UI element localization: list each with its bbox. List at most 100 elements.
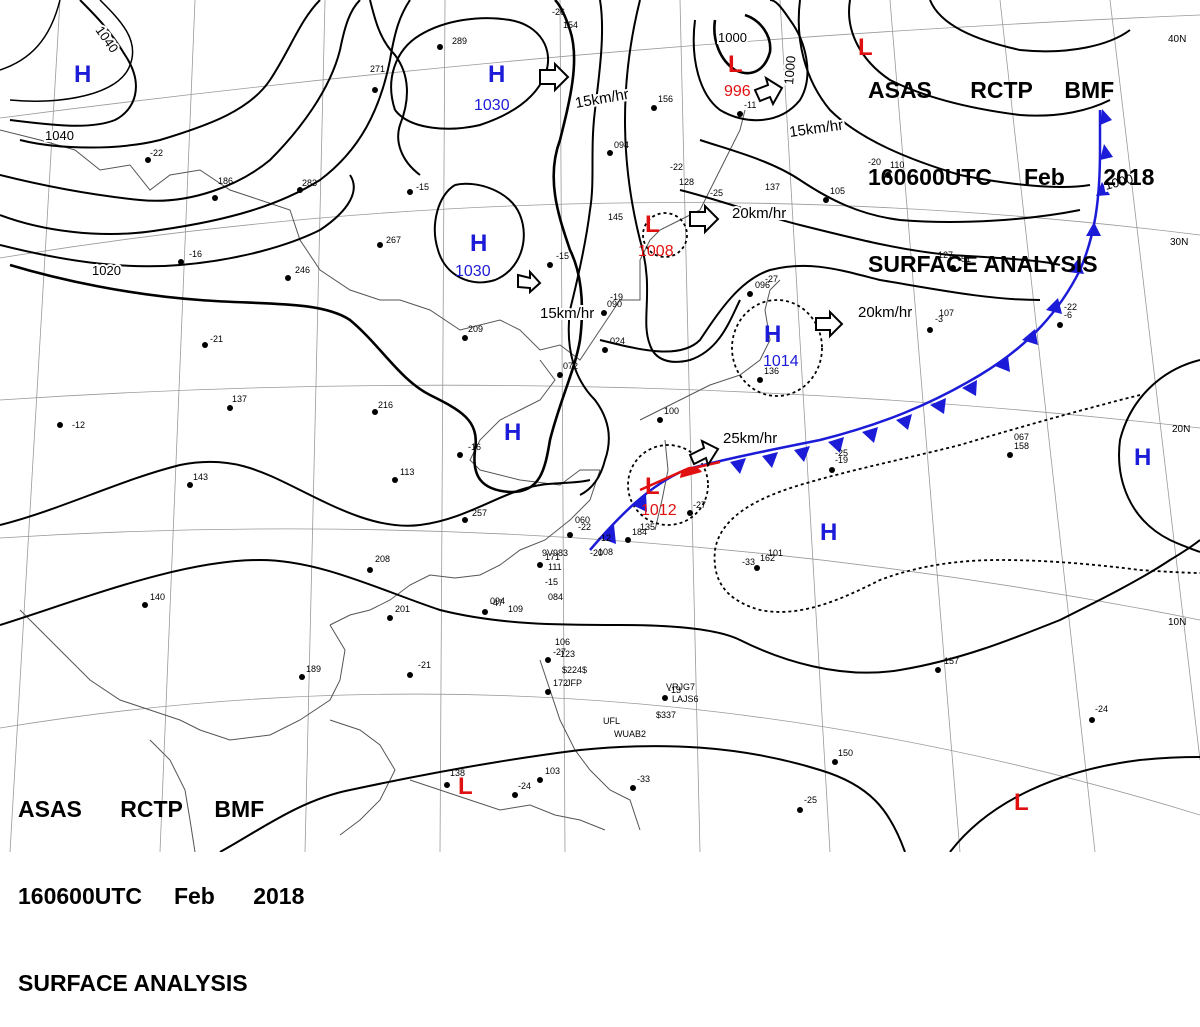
station-label: 084 (548, 592, 563, 602)
station-label: 135 (640, 522, 655, 532)
station-label: 100 (664, 406, 679, 416)
longitude-gridlines (9, 0, 1200, 852)
station-label: -22 (1064, 302, 1077, 312)
low-pressure-marker: L (645, 473, 660, 500)
station-label: -20 (868, 157, 881, 167)
station-label: $224$ (562, 665, 587, 675)
station-label: LAJS6 (672, 694, 699, 704)
chart-footer: ASAS RCTP BMF 160600UTC Feb 2018 SURFACE… (18, 737, 304, 1027)
station-label: WUAB2 (614, 729, 646, 739)
station-label: 171 (545, 552, 560, 562)
header-line-3: SURFACE ANALYSIS (868, 251, 1098, 277)
station-label: 101 (768, 548, 783, 558)
station-label: 106 (555, 637, 570, 647)
footer-line-2: 160600UTC Feb 2018 (18, 883, 305, 909)
station-label: -24 (1095, 704, 1108, 714)
isobar-label: 1000 (718, 30, 747, 45)
high-pressure-value: 1014 (763, 353, 799, 370)
footer-line-1: ASAS RCTP BMF (18, 796, 265, 822)
station-label: 158 (1014, 441, 1029, 451)
station-label: 067 (1014, 432, 1029, 442)
station-label: 216 (378, 400, 393, 410)
station-label: UFL (603, 716, 620, 726)
station-label: 138 (450, 768, 465, 778)
station-label: -11 (744, 100, 756, 110)
motion-label: 20km/hr (858, 304, 912, 321)
low-pressure-marker: L (645, 211, 660, 238)
station-label: 137 (765, 182, 780, 192)
station-label: -12 (72, 420, 85, 430)
low-pressure-value: 996 (724, 83, 751, 100)
station-label: 108 (598, 547, 613, 557)
station-label: -24 (518, 781, 531, 791)
high-pressure-marker: H (820, 519, 837, 546)
station-label: 208 (375, 554, 390, 564)
high-pressure-marker: H (1134, 444, 1151, 471)
high-pressure-value: 1030 (474, 97, 510, 114)
station-label: 184 (632, 527, 647, 537)
station-label: 150 (838, 748, 853, 758)
station-label: 094 (614, 140, 629, 150)
chart-header: ASAS RCTP BMF 160600UTC Feb 2018 SURFACE… (868, 18, 1154, 308)
station-label: -27 (765, 274, 778, 284)
station-label: -22 (150, 148, 163, 158)
lat-label-20n: 20N (1172, 424, 1190, 435)
low-pressure-value: 1008 (638, 243, 674, 260)
station-label: -51 (958, 254, 971, 264)
isobar-label: 1040 (45, 128, 74, 143)
station-label: -27 (553, 647, 566, 657)
station-label: 156 (658, 94, 673, 104)
motion-labels: 15km/hr 15km/hr 15km/hr 20km/hr 20km/hr … (538, 84, 914, 449)
station-label: 289 (452, 36, 467, 46)
isobar-label: 1020 (92, 263, 121, 278)
station-label: JFP (566, 678, 582, 688)
motion-label: 15km/hr (540, 305, 594, 322)
station-label: -12 (598, 533, 611, 543)
station-label: 128 (679, 177, 694, 187)
station-label: -19 (610, 292, 623, 302)
station-label: 123 (560, 649, 575, 659)
station-label: 105 (830, 186, 845, 196)
station-label: 246 (295, 265, 310, 275)
station-label: -21 (418, 660, 431, 670)
station-label: -25 (835, 448, 848, 458)
station-plots (57, 44, 1095, 813)
station-label: -47 (490, 598, 503, 608)
station-label: 072 (563, 361, 578, 371)
station-label: -22 (670, 162, 683, 172)
station-label: 271 (370, 64, 385, 74)
coastlines (0, 109, 781, 852)
station-label: -3 (935, 314, 943, 324)
high-pressure-marker: H (504, 419, 521, 446)
station-label: -33 (742, 557, 755, 567)
station-label: 060 (575, 515, 590, 525)
station-label: 145 (608, 212, 623, 222)
weather-map: 1040 1040 1020 1000 1000 1000 40N 30N 20… (0, 0, 1200, 852)
station-label: 257 (472, 508, 487, 518)
station-label: VRJG7 (666, 682, 695, 692)
high-pressure-marker: H (74, 61, 91, 88)
station-label: 172 (553, 678, 568, 688)
low-pressure-marker: L (728, 51, 743, 78)
station-label: 103 (545, 766, 560, 776)
station-label: 127 (938, 250, 953, 260)
motion-label: 20km/hr (732, 205, 786, 222)
pressure-centers: H H 1030 H 1030 H 1000 L 996 L 1008 H 10… (74, 34, 1151, 816)
isobar-label: 1000 (781, 55, 798, 85)
motion-label: 25km/hr (723, 430, 777, 447)
lat-label-10n: 10N (1168, 617, 1186, 628)
station-label: -25 (710, 188, 723, 198)
latitude-labels: 40N 30N 20N 10N (1168, 34, 1190, 628)
station-label: 283 (302, 178, 317, 188)
station-label: 137 (232, 394, 247, 404)
low-pressure-marker: L (858, 34, 873, 61)
station-label: -21 (210, 334, 223, 344)
station-label: 9V983 (542, 548, 568, 558)
frontal-system (589, 109, 1113, 551)
footer-line-3: SURFACE ANALYSIS (18, 970, 248, 996)
lat-label-30n: 30N (1170, 237, 1188, 248)
motion-arrows (517, 61, 844, 468)
station-label: -25 (804, 795, 817, 805)
dotted-isobars (627, 212, 1200, 613)
station-label: 110 (890, 160, 904, 170)
